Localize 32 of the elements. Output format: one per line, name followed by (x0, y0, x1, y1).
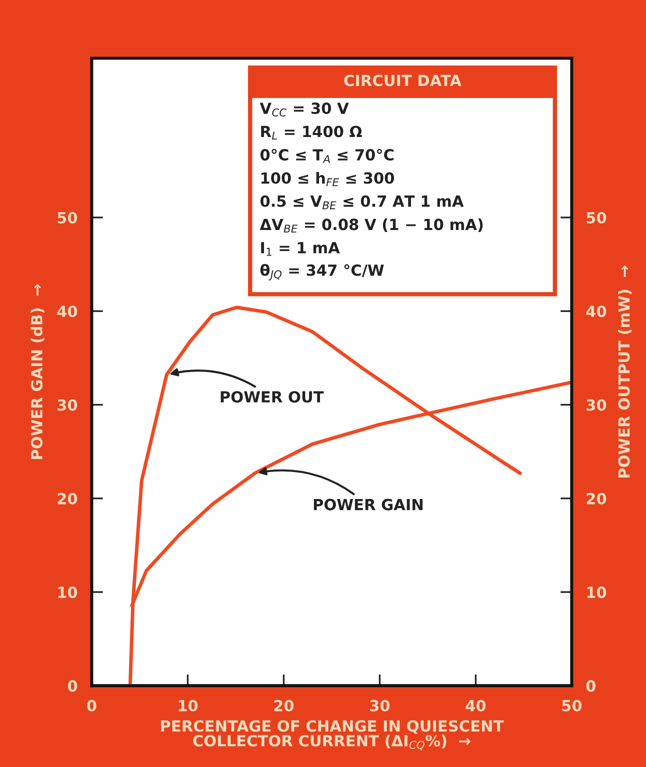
y2-axis-title: POWER OUTPUT (mW) → (618, 266, 632, 478)
x-axis-title: PERCENTAGE OF CHANGE IN QUIESCENT COLLECTOR CURRENT (ΔI$_{CQ}$%) → (161, 720, 504, 750)
x-tick-label: 30 (370, 700, 390, 712)
y2-tick-label: 10 (587, 586, 606, 598)
annotation: POWER OUT (220, 391, 324, 403)
annotation: 0.5 ≤ V$_{BE}$ ≤ 0.7 AT 1 mA (260, 195, 464, 210)
y2-tick-label: 20 (586, 492, 606, 504)
annotation: CIRCUIT DATA (344, 74, 462, 86)
x-tick-label: 50 (562, 700, 582, 712)
y-tick-label: 0 (68, 680, 78, 692)
annotation: I$_{1}$ = 1 mA (261, 242, 340, 256)
annotation: POWER GAIN (314, 498, 423, 510)
annotation: R$_{L}$ = 1400 Ω (261, 126, 362, 140)
y2-tick-label: 50 (586, 212, 606, 224)
annotation: 0°C ≤ T$_{A}$ ≤ 70°C (260, 148, 394, 163)
y-tick-label: 20 (58, 492, 78, 504)
y2-tick-label: 30 (586, 399, 606, 411)
annotation: θ$_{JQ}$ = 347 °C/W (260, 264, 384, 280)
y-tick-label: 30 (58, 399, 78, 411)
annotation: 100 ≤ h$_{FE}$ ≤ 300 (261, 172, 394, 186)
annotation: V$_{CC}$ = 30 V (260, 102, 349, 116)
y-tick-label: 10 (58, 586, 78, 598)
x-tick-label: 40 (466, 700, 486, 712)
x-tick-label: 0 (87, 700, 96, 712)
y-tick-label: 40 (57, 306, 78, 318)
y2-tick-label: 0 (586, 680, 596, 692)
y2-tick-label: 40 (586, 306, 606, 318)
y-axis-title: POWER GAIN (dB) → (30, 284, 44, 459)
x-tick-label: 20 (274, 700, 294, 712)
annotation: ΔV$_{BE}$ = 0.08 V (1 − 10 mA) (260, 218, 483, 233)
y-tick-label: 50 (58, 212, 78, 224)
x-tick-label: 10 (178, 700, 198, 712)
